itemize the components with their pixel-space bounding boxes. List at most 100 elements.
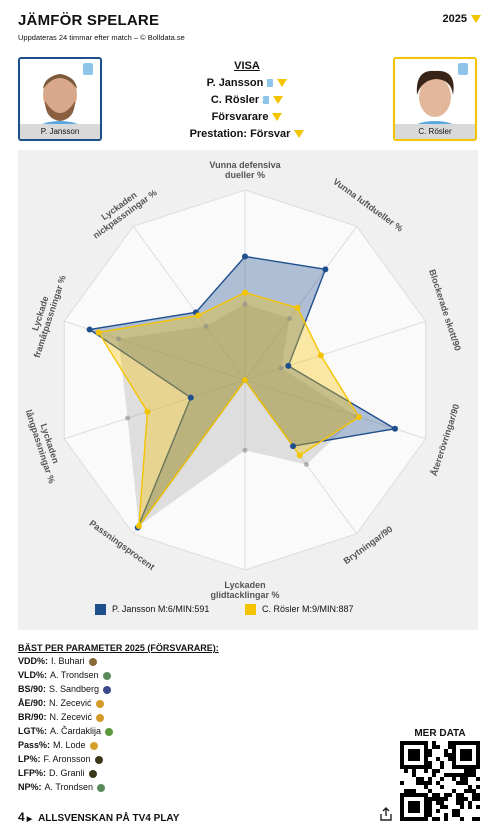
qr-cell — [432, 793, 436, 797]
best-param: VDD%: — [18, 656, 49, 666]
qr-cell — [444, 753, 448, 757]
legend-item: C. Rösler M:9/MIN:887 — [245, 604, 354, 616]
qr-cell — [432, 817, 436, 821]
qr-cell — [464, 797, 468, 801]
qr-cell — [428, 805, 432, 809]
best-param: Pass%: — [18, 740, 51, 750]
qr-cell — [468, 789, 472, 793]
best-row: ÅE/90: N. Zecević — [18, 698, 104, 708]
radar-point — [242, 289, 248, 296]
best-player: A. Trondsen — [50, 670, 99, 680]
menu-item[interactable]: Prestation: Försvar — [147, 128, 347, 140]
best-player: N. Zecević — [49, 698, 92, 708]
qr-cell — [412, 773, 416, 777]
qr-cell — [436, 769, 440, 773]
player-card[interactable]: P. Jansson — [18, 57, 102, 141]
dropdown-arrow — [294, 130, 305, 139]
menu-item[interactable]: P. Jansson — [147, 77, 347, 89]
best-row: VLD%: A. Trondsen — [18, 670, 111, 680]
radar-point — [278, 365, 284, 371]
club-icon — [96, 713, 105, 722]
best-title: BÄST PER PARAMETER 2025 (FÖRSVARARE): — [18, 643, 219, 653]
qr-cell — [460, 797, 464, 801]
share-icon[interactable] — [380, 807, 392, 821]
qr-cell — [472, 769, 476, 773]
best-row: LFP%: D. Granli — [18, 768, 97, 778]
best-param: BR/90: — [18, 712, 47, 722]
best-player: I. Buhari — [51, 656, 85, 666]
radar-point — [391, 425, 398, 432]
qr-cell — [460, 777, 464, 781]
qr-cell — [428, 781, 432, 785]
club-icon — [102, 671, 111, 680]
radar-point — [242, 301, 248, 307]
qr-cell — [448, 773, 452, 777]
radar-point — [322, 266, 329, 273]
qr-cell — [460, 805, 464, 809]
footer-text: ALLSVENSKAN PÅ TV4 PLAY — [38, 813, 180, 824]
more-data[interactable]: MER DATA — [414, 728, 466, 739]
chart-panel: Vunna defensiva dueller % Vunna luftduell… — [18, 150, 478, 630]
qr-cell — [476, 805, 480, 809]
qr-cell — [460, 793, 464, 797]
qr-cell — [428, 797, 432, 801]
club-icon — [105, 727, 114, 736]
best-param: LGT%: — [18, 726, 47, 736]
menu-item[interactable]: Försvarare — [147, 111, 347, 123]
qr-cell — [428, 801, 432, 805]
qr-cell — [436, 757, 440, 761]
qr-cell — [404, 769, 408, 773]
qr-cell — [412, 769, 416, 773]
club-icon — [89, 741, 98, 750]
qr-cell — [428, 789, 432, 793]
club-icon — [95, 699, 104, 708]
axis-label: Vunna defensiva dueller % — [209, 160, 281, 180]
menu-item[interactable]: C. Rösler — [147, 94, 347, 106]
qr-cell — [452, 789, 456, 793]
qr-cell — [432, 773, 436, 777]
qr-cell — [456, 773, 460, 777]
qr-cell — [420, 777, 424, 781]
best-player: N. Zecević — [49, 712, 93, 722]
qr-cell — [428, 777, 432, 781]
radar-point — [296, 452, 303, 459]
qr-cell — [400, 781, 404, 785]
radar-point — [86, 326, 93, 333]
qr-cell — [468, 773, 472, 777]
best-player: S. Sandberg — [49, 684, 100, 694]
qr-cell — [472, 817, 476, 821]
legend-swatch — [95, 604, 106, 616]
radar-point — [135, 523, 142, 530]
year: 2025 — [442, 13, 467, 25]
qr-cell — [436, 793, 440, 797]
best-row: LP%: F. Aronsson — [18, 754, 103, 764]
qr-cell — [436, 781, 440, 785]
qr-cell — [460, 817, 464, 821]
qr-cell — [416, 777, 420, 781]
best-param: NP%: — [18, 782, 42, 792]
qr-cell — [444, 773, 448, 777]
legend-label: P. Jansson M:6/MIN:591 — [112, 604, 210, 614]
qr-cell — [440, 785, 444, 789]
dropdown-arrow — [273, 96, 284, 105]
player-card[interactable]: C. Rösler — [393, 57, 477, 141]
player-name: C. Rösler — [395, 124, 475, 139]
qr-cell — [468, 805, 472, 809]
footer[interactable]: 4 ▶ ALLSVENSKAN PÅ TV4 PLAY — [18, 810, 180, 824]
qr-finder — [400, 741, 428, 769]
radar-point — [242, 447, 248, 453]
qr-cell — [452, 813, 456, 817]
qr-cell — [444, 793, 448, 797]
qr-cell — [476, 793, 480, 797]
spoke — [244, 320, 426, 381]
menu-label: Försvarare — [211, 111, 269, 123]
qr-cell — [468, 801, 472, 805]
qr-code[interactable] — [400, 741, 480, 821]
player-name: P. Jansson — [20, 124, 100, 139]
year-select[interactable]: 2025 — [443, 13, 481, 25]
best-row: BR/90: N. Zecević — [18, 712, 105, 722]
club-icon — [88, 657, 97, 666]
qr-cell — [444, 797, 448, 801]
radar-point — [303, 462, 309, 468]
qr-cell — [476, 817, 480, 821]
